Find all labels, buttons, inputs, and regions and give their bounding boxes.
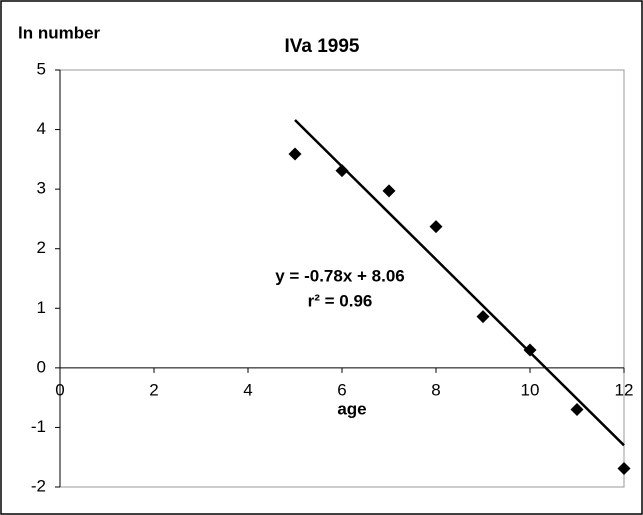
y-tick-label: 0 [37, 357, 46, 376]
trendline-equation: y = -0.78x + 8.06 [275, 266, 405, 285]
x-tick-label: 6 [337, 380, 346, 399]
data-point [570, 403, 584, 417]
y-tick-label: -2 [31, 476, 46, 495]
x-tick-label: 2 [149, 380, 158, 399]
x-tick-label: 8 [431, 380, 440, 399]
data-point [476, 310, 490, 324]
x-tick-label: 12 [615, 380, 634, 399]
chart-title: IVa 1995 [284, 36, 359, 57]
y-tick-label: -1 [31, 417, 46, 436]
y-tick-label: 2 [37, 238, 46, 257]
x-tick-label: 0 [55, 380, 64, 399]
data-point [335, 164, 349, 178]
trendline-r2: r² = 0.96 [308, 291, 373, 310]
data-point [288, 147, 302, 161]
y-tick-label: 5 [37, 59, 46, 78]
data-point [523, 343, 537, 357]
y-tick-label: 1 [37, 298, 46, 317]
data-point [382, 184, 396, 198]
x-axis-label: age [337, 399, 366, 418]
x-tick-label: 10 [521, 380, 540, 399]
data-point [617, 462, 631, 476]
x-tick-label: 4 [243, 380, 252, 399]
y-axis-label: ln number [18, 23, 101, 42]
data-point [429, 220, 443, 234]
trendline [294, 119, 625, 447]
y-tick-label: 4 [37, 119, 46, 138]
y-tick-label: 3 [37, 179, 46, 198]
